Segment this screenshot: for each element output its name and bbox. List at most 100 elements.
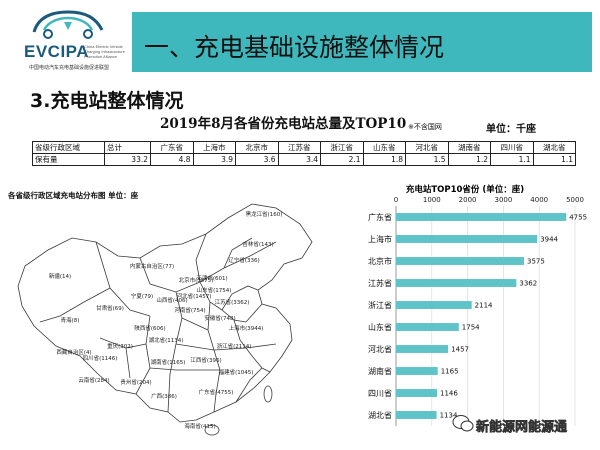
map-province-label: 湖北省(1134)	[149, 336, 184, 344]
top10-bar-chart: 充电站TOP10省份 (单位：座) 0 1000 2000 3000 4000 5000 …	[368, 184, 587, 426]
chart-category-label: 北京市	[368, 256, 392, 266]
map-province-label: 广西(386)	[151, 392, 177, 400]
map-province-label: 宁夏(79)	[131, 292, 153, 300]
map-province-label: 浙江省(2114)	[217, 342, 252, 350]
chart-value-label: 1146	[440, 390, 458, 398]
map-province-label: 山东省(1754)	[197, 286, 232, 294]
chart-bar	[396, 345, 449, 353]
chart-category-label: 河北省	[368, 344, 392, 354]
evcipa-logo: EVCIPA China Electric Vehicle Charging I…	[6, 6, 128, 76]
table-value-cell: 1.1	[490, 153, 534, 166]
table-header-cell: 江苏省	[277, 141, 321, 154]
car-plug-icon	[32, 10, 104, 39]
table-header-cell: 广东省	[150, 141, 194, 154]
table-header-cell: 上海市	[192, 141, 236, 154]
map-province-label: 北京市(3575)	[179, 276, 214, 284]
chart-value-label: 3362	[519, 280, 537, 288]
map-province-label: 江苏省(3362)	[215, 298, 250, 306]
chart-value-label: 3944	[540, 236, 558, 244]
table-header-cell: 山东省	[362, 141, 406, 154]
table-value-cell: 3.4	[277, 153, 321, 166]
chart-x-tick-label: 5000	[566, 196, 584, 204]
map-province-label: 海南省(415)	[184, 422, 215, 430]
chart-bar	[396, 279, 517, 287]
table-value-cell: 1.1	[532, 153, 576, 166]
chart-category-label: 湖北省	[368, 410, 392, 420]
watermark-text: 新能源网能源通	[476, 420, 568, 436]
map-province-label: 福建省(1045)	[219, 368, 254, 376]
chart-x-tick-label: 2000	[459, 196, 477, 204]
table-value-row: 保有量 33.2 4.8 3.9 3.6 3.4 2.1 1.8 1.5 1.2 1.1 1.1	[32, 153, 576, 166]
chart-value-label: 4755	[569, 214, 587, 222]
table-note: ※不含国网	[408, 123, 442, 131]
chart-category-label: 上海市	[368, 234, 392, 244]
chart-x-tick-label: 3000	[494, 196, 512, 204]
chart-bar	[396, 367, 438, 375]
map-province-label: 重庆(302)	[107, 342, 133, 350]
map-province-label: 吉林省(143)	[242, 240, 273, 248]
chart-value-labels: 4755 3944 3575 3362 2114 1754 1457 1165 1146 1134	[440, 214, 587, 420]
logo-subtitle-en: China Electric Vehicle Charging Infrastr…	[84, 44, 125, 59]
chart-x-tick-label: 1000	[423, 196, 441, 204]
table-value-cell: 2.1	[320, 153, 364, 166]
table-header-cell: 总计	[104, 141, 151, 154]
chart-category-label: 四川省	[368, 388, 392, 398]
chart-value-label: 2114	[475, 302, 493, 310]
chart-bar	[396, 235, 538, 243]
chart-bars	[396, 213, 567, 419]
map-province-label: 陕西省(606)	[134, 324, 165, 332]
table-header-cell: 湖南省	[447, 141, 491, 154]
chart-x-tick-label: 4000	[530, 196, 548, 204]
map-title: 各省级行政区域充电站分布图 单位：座	[8, 191, 139, 200]
china-province-map: 黑龙江省(160) 吉林省(143) 辽宁省(336) 内蒙古自治区(77) 北京市(3…	[17, 203, 313, 436]
table-value-cell: 4.8	[150, 153, 194, 166]
map-province-label: 青海(8)	[61, 316, 80, 324]
chart-bar	[396, 213, 567, 221]
chart-value-label: 3575	[527, 258, 545, 266]
chart-category-label: 广东省	[368, 212, 392, 222]
table-value-cell: 33.2	[104, 153, 151, 166]
table-value-cell: 3.9	[192, 153, 236, 166]
map-province-label: 四川省(1146)	[83, 354, 118, 362]
table-unit: 单位：千座	[486, 124, 536, 135]
table-header-cell: 湖北省	[532, 141, 576, 154]
chart-title: 充电站TOP10省份 (单位：座)	[406, 184, 524, 195]
table-header-cell: 四川省	[490, 141, 534, 154]
page-title: 一、充电基础设施整体情况	[144, 33, 445, 62]
chart-category-label: 江苏省	[368, 278, 392, 288]
wechat-icon	[452, 415, 474, 432]
table-header-row: 省级行政区域 总计 广东省 上海市 北京市 江苏省 浙江省 山东省 河北省 湖南省 四川省 湖北省	[32, 141, 576, 154]
table-header-cell: 河北省	[405, 141, 449, 154]
map-province-label: 西藏自治区(4)	[56, 348, 91, 356]
chart-x-ticks: 0 1000 2000 3000 4000 5000	[394, 196, 584, 204]
table-value-cell: 保有量	[32, 153, 105, 166]
hainan-island	[204, 424, 220, 436]
map-province-label: 贵州省(204)	[120, 378, 151, 386]
map-province-label: 河南省(754)	[174, 306, 205, 314]
section-heading: 3.充电站整体情况	[30, 90, 184, 112]
map-province-label: 新疆(14)	[49, 272, 71, 280]
map-province-label: 辽宁省(336)	[228, 256, 259, 264]
chart-value-label: 1134	[440, 412, 458, 420]
map-province-label: 广东省(4755)	[199, 388, 234, 396]
table-value-cell: 1.2	[447, 153, 491, 166]
map-outline	[17, 203, 313, 423]
chart-category-label: 山东省	[368, 322, 392, 332]
chart-bar	[396, 257, 524, 265]
chart-bar	[396, 301, 472, 309]
map-province-label: 天津市(601)	[196, 274, 227, 282]
table-value-cell: 1.8	[362, 153, 406, 166]
map-province-label: 内蒙古自治区(77)	[130, 262, 174, 270]
map-province-label: 上海市(3944)	[229, 324, 264, 332]
map-province-label: 湖南省(1165)	[151, 358, 186, 366]
title-bar: 一、充电基础设施整体情况	[132, 12, 592, 72]
logo-subtitle-cn: 中国电动汽车充电基础设施促进联盟	[28, 65, 109, 71]
map-province-label: 河北省(1457)	[177, 292, 212, 300]
chart-category-label: 浙江省	[368, 300, 392, 310]
chart-value-label: 1754	[462, 324, 480, 332]
summary-table: 省级行政区域 总计 广东省 上海市 北京市 江苏省 浙江省 山东省 河北省 湖南省 四川省 湖北省 保…	[32, 141, 576, 166]
table-value-cell: 3.6	[235, 153, 279, 166]
map-province-label: 黑龙江省(160)	[246, 210, 283, 218]
table-header-cell: 浙江省	[320, 141, 364, 154]
